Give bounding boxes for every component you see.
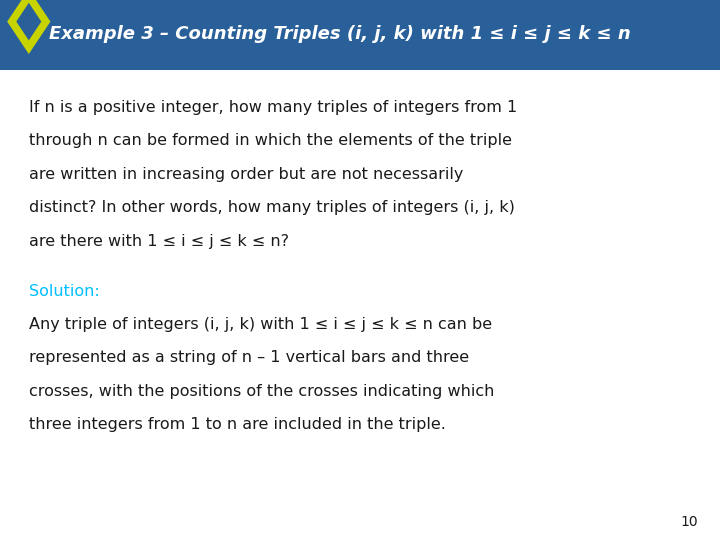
Text: If n is a positive integer, how many triples of integers from 1: If n is a positive integer, how many tri… — [29, 100, 517, 115]
Text: three integers from 1 to n are included in the triple.: three integers from 1 to n are included … — [29, 417, 446, 433]
Polygon shape — [17, 3, 41, 40]
Text: through n can be formed in which the elements of the triple: through n can be formed in which the ele… — [29, 133, 512, 148]
Text: are there with 1 ≤ i ≤ j ≤ k ≤ n?: are there with 1 ≤ i ≤ j ≤ k ≤ n? — [29, 234, 289, 249]
Text: crosses, with the positions of the crosses indicating which: crosses, with the positions of the cross… — [29, 384, 494, 399]
Bar — [0, 0, 720, 70]
Text: distinct? In other words, how many triples of integers (i, j, k): distinct? In other words, how many tripl… — [29, 200, 515, 215]
Text: Solution:: Solution: — [29, 284, 99, 299]
Polygon shape — [7, 0, 50, 54]
Text: represented as a string of n – 1 vertical bars and three: represented as a string of n – 1 vertica… — [29, 350, 469, 366]
Text: Any triple of integers (i, j, k) with 1 ≤ i ≤ j ≤ k ≤ n can be: Any triple of integers (i, j, k) with 1 … — [29, 317, 492, 332]
Text: Example 3 – Counting Triples (i, j, k) with 1 ≤ i ≤ j ≤ k ≤ n: Example 3 – Counting Triples (i, j, k) w… — [49, 25, 631, 43]
Text: are written in increasing order but are not necessarily: are written in increasing order but are … — [29, 167, 463, 182]
Text: 10: 10 — [681, 515, 698, 529]
